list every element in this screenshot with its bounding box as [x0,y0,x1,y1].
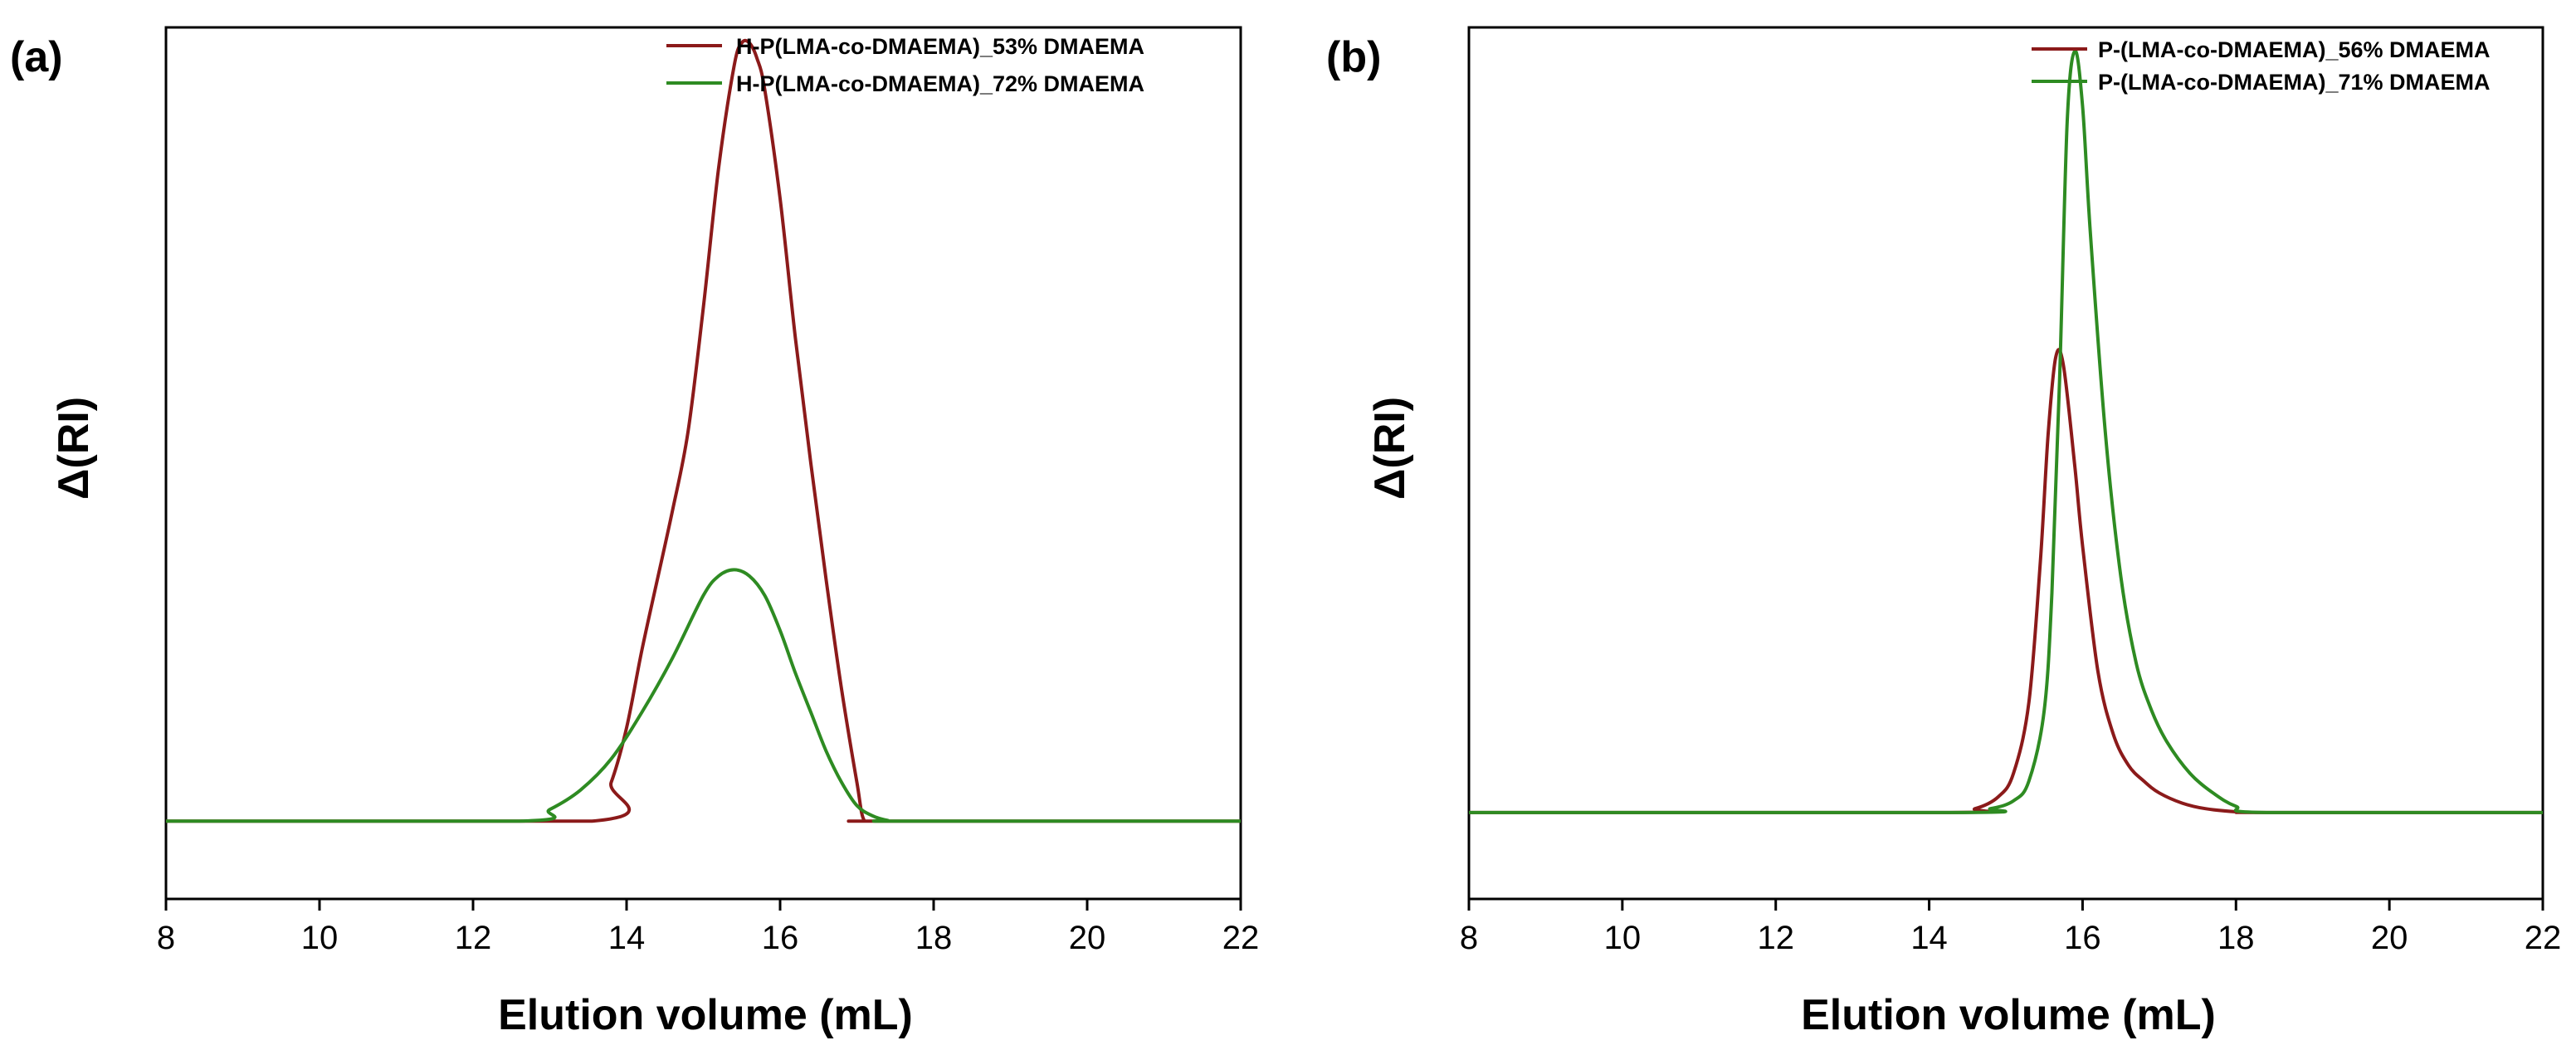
y-axis-title-b: Δ(RI) [1366,397,1414,500]
series-line-b-1 [1469,49,2543,814]
legend-label-a-0: H-P(LMA-co-DMAEMA)_53% DMAEMA [736,34,1144,59]
x-axis-title-b: Elution volume (mL) [1801,991,2216,1039]
x-tick-label-a-7: 22 [1222,920,1260,956]
series-line-a-1 [166,568,1241,823]
x-axis-title-a: Elution volume (mL) [498,991,913,1039]
panel-label-a: (a) [10,33,63,81]
series-group-b [1469,49,2543,814]
panel-a: (a) Δ(RI) Elution volume (mL) 8 10 12 14 16 1… [10,26,1259,1039]
legend-b: P-(LMA-co-DMAEMA)_56% DMAEMA P-(LMA-co-D… [2032,37,2491,95]
series-line-b-0 [1469,348,2543,814]
plot-frame-a [164,26,1242,901]
y-axis-title-a: Δ(RI) [50,397,98,500]
x-tick-label-b-0: 8 [1460,920,1478,956]
x-tick-label-a-4: 16 [762,920,799,956]
x-tick-label-a-5: 18 [915,920,953,956]
series-group-a [166,38,1241,823]
x-tick-label-a-2: 12 [455,920,492,956]
legend-label-a-1: H-P(LMA-co-DMAEMA)_72% DMAEMA [736,71,1144,96]
x-tick-label-b-5: 18 [2217,920,2255,956]
x-tick-label-b-1: 10 [1604,920,1642,956]
panel-b: (b) Δ(RI) Elution volume (mL) 8 10 12 14 16 1… [1326,26,2561,1039]
legend-label-b-0: P-(LMA-co-DMAEMA)_56% DMAEMA [2098,37,2491,62]
x-tick-label-a-0: 8 [157,920,175,956]
x-ticks-a: 8 10 12 14 16 18 20 22 [157,899,1259,956]
x-tick-label-a-6: 20 [1069,920,1106,956]
legend-label-b-1: P-(LMA-co-DMAEMA)_71% DMAEMA [2098,70,2491,95]
x-tick-label-b-6: 20 [2371,920,2408,956]
x-tick-label-b-2: 12 [1757,920,1794,956]
panel-label-b: (b) [1326,33,1381,81]
x-tick-label-a-3: 14 [608,920,646,956]
x-ticks-b: 8 10 12 14 16 18 20 22 [1460,899,2561,956]
legend-a: H-P(LMA-co-DMAEMA)_53% DMAEMA H-P(LMA-co… [666,34,1144,96]
x-tick-label-b-4: 16 [2064,920,2101,956]
series-line-a-0 [166,38,1241,823]
plot-frame-b [1467,26,2544,901]
x-tick-label-b-3: 14 [1910,920,1948,956]
x-tick-label-a-1: 10 [301,920,339,956]
x-tick-label-b-7: 22 [2525,920,2562,956]
